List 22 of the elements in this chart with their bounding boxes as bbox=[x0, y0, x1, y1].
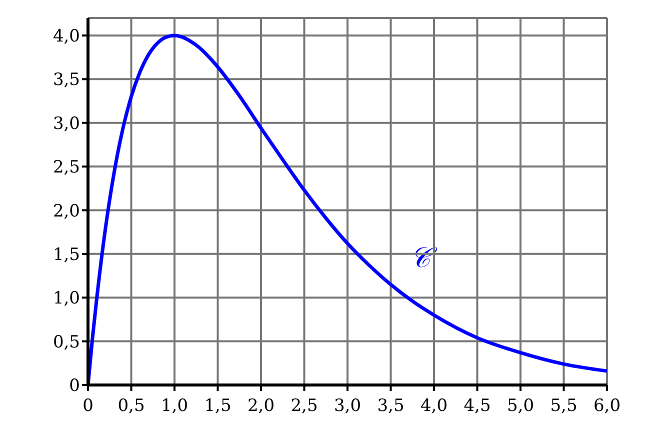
x-tick-label: 3,0 bbox=[334, 396, 362, 416]
y-tick-label: 3,0 bbox=[52, 114, 80, 134]
x-tick-label: 1,5 bbox=[204, 396, 232, 416]
y-tick-label: 4,0 bbox=[52, 26, 80, 47]
x-tick-label: 1,0 bbox=[160, 396, 188, 416]
x-tick-label: 0,5 bbox=[118, 396, 145, 416]
x-tick-label: 4,5 bbox=[464, 396, 491, 416]
x-tick-label: 4,0 bbox=[420, 396, 448, 416]
y-tick-label: 0,5 bbox=[52, 332, 80, 352]
y-tick-label: 2,0 bbox=[52, 201, 80, 222]
x-tick-label: 2,0 bbox=[247, 396, 275, 416]
x-tick-label: 0 bbox=[82, 396, 94, 416]
y-tick-label: 1,5 bbox=[52, 244, 80, 265]
x-tick-label: 2,5 bbox=[290, 396, 318, 416]
y-tick-label: 3,5 bbox=[52, 70, 80, 90]
y-tick-label: 0 bbox=[69, 376, 80, 396]
x-tick-label: 5,0 bbox=[506, 396, 534, 416]
x-tick-label: 3,5 bbox=[377, 396, 404, 416]
x-tick-label: 5,5 bbox=[550, 396, 578, 416]
y-tick-label: 2,5 bbox=[52, 158, 80, 178]
y-tick-label: 1,0 bbox=[52, 288, 80, 309]
x-tick-label: 6,0 bbox=[593, 396, 621, 416]
